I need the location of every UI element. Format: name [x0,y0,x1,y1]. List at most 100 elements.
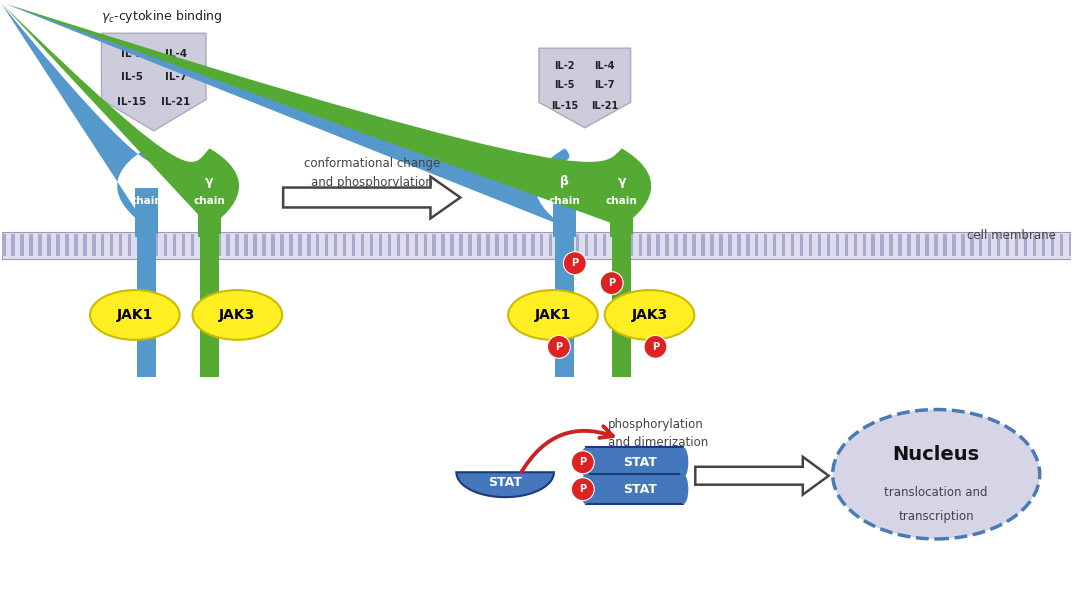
Text: JAK3: JAK3 [219,308,255,322]
Bar [585,234,588,256]
Bar [12,234,15,256]
Bar [334,234,337,256]
Bar [65,234,69,256]
Circle shape [547,335,571,359]
Bar [1050,234,1054,256]
Text: P: P [571,258,578,268]
Text: and dimerization: and dimerization [607,436,708,449]
Bar [101,234,104,256]
Polygon shape [695,457,828,494]
Bar [298,234,302,256]
Bar [988,234,991,256]
Bar [791,234,794,256]
Bar [164,234,167,256]
Polygon shape [283,177,460,218]
Bar [468,234,472,256]
Circle shape [571,478,594,501]
PathPatch shape [199,148,239,227]
Bar [871,234,874,256]
Bar [764,234,767,256]
Text: Nucleus: Nucleus [893,445,980,464]
Bar [710,234,714,256]
Bar [173,234,176,256]
Bar [729,234,732,256]
Text: STAT: STAT [623,456,658,469]
Bar [146,234,149,256]
Text: IL-4: IL-4 [594,61,615,71]
Bar [773,234,777,256]
Ellipse shape [509,290,598,340]
Text: IL-5: IL-5 [555,80,575,90]
Bar [271,234,275,256]
Bar [630,234,633,256]
Bar [898,234,901,256]
Ellipse shape [678,474,688,504]
Bar [586,447,684,477]
Bar [262,234,266,256]
Ellipse shape [580,474,591,504]
Bar [39,234,42,256]
Bar [997,234,1000,256]
Bar [523,234,526,256]
Text: conformational change: conformational change [304,157,440,170]
Bar [432,234,436,256]
Bar [406,234,409,256]
Bar [83,234,87,256]
Bar [253,234,256,256]
Text: and phosphorylation: and phosphorylation [311,175,432,189]
Bar [558,234,561,256]
Bar [370,234,373,256]
Circle shape [563,252,586,275]
Ellipse shape [833,410,1040,539]
PathPatch shape [117,148,158,227]
Bar [280,234,283,256]
Text: chain: chain [193,196,225,207]
Bar [782,234,785,256]
Text: IL-7: IL-7 [164,72,187,82]
Bar [2,234,6,256]
Bar [540,234,543,256]
Bar [119,234,122,256]
Bar [836,234,839,256]
Bar [970,234,973,256]
Bar [567,234,571,256]
Bar [92,234,95,256]
Bar [2,232,1071,259]
Bar [638,234,642,256]
Bar [361,234,364,256]
Text: chain: chain [606,196,637,207]
Bar [979,234,983,256]
Bar [674,234,678,256]
Text: IL-21: IL-21 [161,97,190,107]
Bar [935,234,938,256]
Bar [593,234,598,256]
Polygon shape [102,33,206,131]
Bar [612,234,615,256]
Text: P: P [608,278,615,288]
Bar [414,234,418,256]
Bar [556,232,574,376]
Bar [379,234,382,256]
Bar [200,234,203,256]
Bar [961,234,965,256]
Bar [477,234,481,256]
Text: chain: chain [549,196,580,207]
Circle shape [644,335,667,359]
Bar [20,234,24,256]
Bar [200,232,219,376]
Text: cell membrane: cell membrane [967,229,1056,242]
Bar [657,234,660,256]
Text: IL-5: IL-5 [121,72,143,82]
Bar [1024,234,1027,256]
Bar [531,234,534,256]
Bar [603,234,606,256]
Bar [576,234,579,256]
Ellipse shape [580,447,591,477]
Bar [890,234,893,256]
Ellipse shape [678,447,688,477]
Bar [289,234,293,256]
Bar [620,234,624,256]
Text: phosphorylation: phosphorylation [607,418,704,431]
Ellipse shape [90,290,179,340]
Bar [943,234,946,256]
